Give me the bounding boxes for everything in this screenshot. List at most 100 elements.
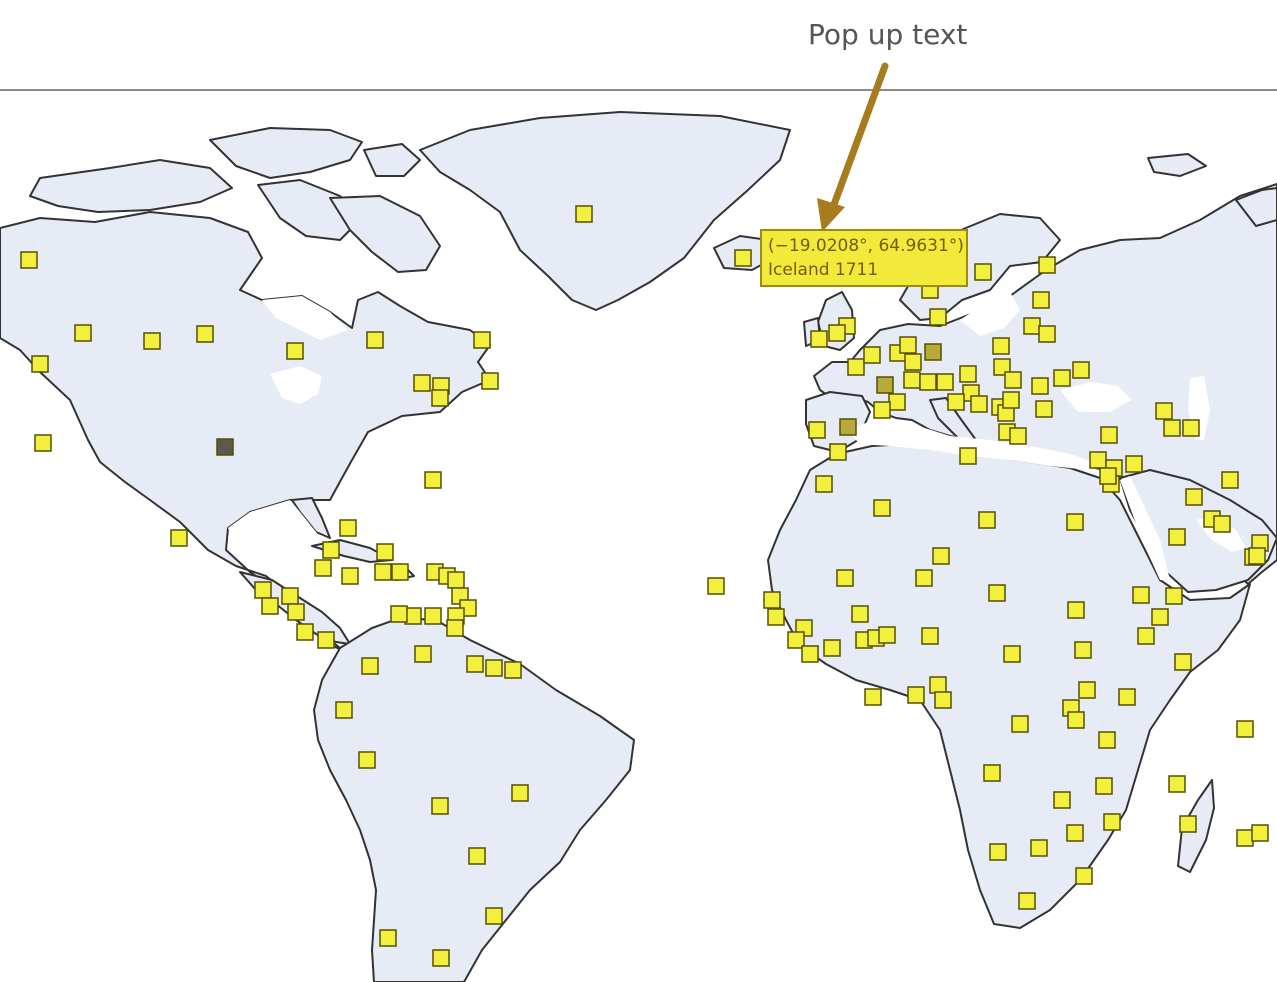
map-marker[interactable] [921,627,939,645]
map-marker[interactable] [335,701,353,719]
map-marker[interactable] [863,346,881,364]
map-marker[interactable] [1009,427,1027,445]
map-marker[interactable] [992,337,1010,355]
map-marker[interactable] [473,331,491,349]
map-marker[interactable] [432,949,450,967]
map-marker[interactable] [447,571,465,589]
map-marker[interactable] [763,591,781,609]
map-marker[interactable] [1032,291,1050,309]
map-marker[interactable] [511,784,529,802]
map-marker[interactable] [376,543,394,561]
map-marker[interactable] [801,645,819,663]
map-marker[interactable] [810,330,828,348]
map-marker[interactable] [1236,720,1254,738]
map-marker[interactable] [1003,645,1021,663]
map-marker[interactable] [143,332,161,350]
map-marker[interactable] [287,603,305,621]
map-marker[interactable] [390,605,408,623]
map-marker[interactable] [936,373,954,391]
map-marker[interactable] [1151,608,1169,626]
map-marker[interactable] [1137,627,1155,645]
map-marker[interactable] [366,331,384,349]
map-marker[interactable] [993,358,1011,376]
map-marker[interactable] [431,797,449,815]
map-marker[interactable] [836,569,854,587]
map-marker[interactable] [424,607,442,625]
map-marker[interactable] [839,418,857,436]
map-marker[interactable] [1067,601,1085,619]
map-marker[interactable] [1168,775,1186,793]
map-marker[interactable] [1185,488,1203,506]
map-marker[interactable] [970,395,988,413]
map-marker[interactable] [341,567,359,585]
map-marker-selected[interactable] [216,438,234,456]
map-marker[interactable] [1095,777,1113,795]
map-marker[interactable] [1236,829,1254,847]
map-marker[interactable] [34,434,52,452]
map-marker[interactable] [254,581,272,599]
map-marker[interactable] [1023,317,1041,335]
map-marker[interactable] [1053,791,1071,809]
map-marker[interactable] [878,626,896,644]
map-marker[interactable] [485,907,503,925]
map-marker[interactable] [1031,377,1049,395]
map-marker[interactable] [924,343,942,361]
map-marker[interactable] [767,608,785,626]
map-marker[interactable] [317,631,335,649]
map-marker[interactable] [1078,681,1096,699]
map-marker[interactable] [1004,371,1022,389]
map-marker[interactable] [1011,715,1029,733]
map-marker[interactable] [873,401,891,419]
map-marker[interactable] [907,686,925,704]
map-marker[interactable] [361,657,379,675]
map-marker[interactable] [934,691,952,709]
map-marker[interactable] [339,519,357,537]
map-marker[interactable] [989,843,1007,861]
map-marker[interactable] [888,393,906,411]
map-marker[interactable] [296,623,314,641]
map-marker[interactable] [379,929,397,947]
map-marker[interactable] [1066,824,1084,842]
map-marker[interactable] [20,251,38,269]
map-marker[interactable] [903,371,921,389]
map-marker[interactable] [1089,451,1107,469]
map-marker[interactable] [1053,369,1071,387]
map-marker[interactable] [1038,325,1056,343]
map-marker[interactable] [899,336,917,354]
map-marker[interactable] [974,263,992,281]
map-marker[interactable] [1165,587,1183,605]
map-marker[interactable] [358,751,376,769]
map-marker[interactable] [915,569,933,587]
map-marker[interactable] [1067,711,1085,729]
map-marker[interactable] [829,443,847,461]
map-marker[interactable] [876,376,894,394]
map-marker[interactable] [1155,402,1173,420]
map-marker[interactable] [929,676,947,694]
map-marker[interactable] [873,499,891,517]
map-marker[interactable] [1221,471,1239,489]
map-marker[interactable] [851,605,869,623]
map-marker[interactable] [481,372,499,390]
map-marker[interactable] [1030,839,1048,857]
map-marker[interactable] [414,645,432,663]
map-marker[interactable] [485,659,503,677]
map-marker[interactable] [904,353,922,371]
map-marker[interactable] [374,563,392,581]
map-marker[interactable] [575,205,593,223]
map-marker[interactable] [322,541,340,559]
map-marker[interactable] [1182,419,1200,437]
map-marker[interactable] [929,308,947,326]
map-marker[interactable] [1125,455,1143,473]
map-marker[interactable] [1074,641,1092,659]
map-marker[interactable] [1248,547,1266,565]
map-marker[interactable] [1174,653,1192,671]
map-marker[interactable] [932,547,950,565]
map-marker[interactable] [959,447,977,465]
map-marker[interactable] [196,325,214,343]
map-marker[interactable] [413,374,431,392]
map-marker[interactable] [734,249,752,267]
map-marker[interactable] [1075,867,1093,885]
map-marker[interactable] [947,393,965,411]
map-marker[interactable] [823,639,841,657]
